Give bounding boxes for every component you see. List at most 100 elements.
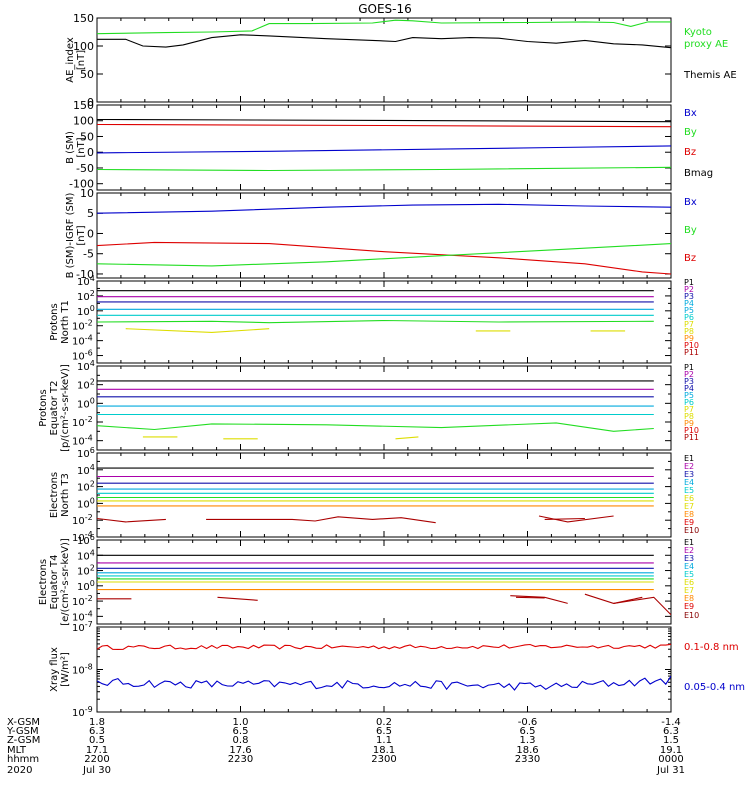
legend-e2: E2 [684,462,694,471]
legend-p6: P6 [684,313,694,322]
y-tick-label: 104 [77,548,95,562]
y-axis-label-line: [W/m²] [60,652,71,687]
legend-bx: Bx [684,197,697,208]
y-tick-label: 10-8 [72,663,93,677]
y-tick-label: 10-4 [72,334,93,348]
series-group [97,643,671,691]
ephemeris-value: -0.6 [518,717,538,728]
legend-e7: E7 [684,502,694,511]
y-tick-label: 10-2 [72,415,93,429]
series-bz [97,241,671,275]
ephemeris-value: 1.8 [89,717,105,728]
y-axis-label-line: Electrons [38,559,49,605]
series-e9b [206,516,436,524]
ephemeris-table: X-GSMY-GSMZ-GSMMLThhmm20201.86.30.517.12… [6,717,685,776]
legend-p6: P6 [684,398,694,407]
y-axis-label: ProtonsNorth T1 [49,300,71,344]
legend-e8: E8 [684,594,694,603]
series-bz [97,123,671,128]
y-tick-label: 100 [77,579,95,593]
y-tick-label: 10-2 [72,319,93,333]
series-e9f [613,596,643,604]
series-p6 [97,319,654,324]
ephemeris-value: Jul 31 [656,765,685,776]
series-by [97,166,671,172]
y-tick-label: -100 [69,178,94,191]
ephemeris-value: 1.0 [233,717,249,728]
y-axis-label-line: B (SM) [65,131,76,164]
ephemeris-value: 0000 [658,754,683,765]
series-group [97,203,671,275]
ephemeris-value: 6.3 [663,726,679,737]
y-tick-label: 0 [87,227,94,240]
y-axis-label: ElectronsNorth T3 [49,472,71,518]
ephemeris-value: 0.5 [89,735,105,746]
ephemeris-value: 1.1 [376,735,392,746]
y-axis-label: ElectronsEquator T4[e/(cm²-s-sr-keV)] [38,538,71,626]
series-e9c [510,595,568,604]
panel-frame [96,626,672,713]
legend-p7: P7 [684,405,694,414]
legend-p4: P4 [684,384,694,393]
legend-kyoto: Kyoto [684,27,712,38]
legend-p10: P10 [684,426,699,435]
y-axis-label: ProtonsEquator T2[p/(cm²-s-sr-keV)] [38,364,71,452]
legend-bz: Bz [684,253,696,264]
series-kyoto-proxy-ae [97,19,671,35]
legend-e1: E1 [684,454,694,463]
series-bx [97,203,671,214]
series-0-1-0-8-nm [97,643,671,650]
legend-e4: E4 [684,478,694,487]
series-group [97,290,654,333]
panel-frame [96,452,672,538]
y-tick-label: 102 [77,289,95,303]
y-axis-label-line: Electrons [49,472,60,518]
y-tick-label: -5 [83,248,94,261]
series-group [97,380,654,440]
ephemeris-value: 6.5 [376,726,392,737]
y-tick-label: 102 [77,378,95,392]
y-tick-label: 100 [73,115,94,128]
series-group [97,118,671,172]
legend-e5: E5 [684,486,694,495]
ephemeris-value: 1.5 [663,735,679,746]
y-tick-label: -50 [76,162,94,175]
ephemeris-value: 17.6 [229,745,251,756]
y-tick-label: 104 [77,274,95,288]
series-bx [97,145,671,154]
legend-p11: P11 [684,348,699,357]
y-tick-label: 0 [87,96,94,109]
y-tick-label: 106 [77,446,95,460]
y-tick-label: 100 [77,396,95,410]
series-bmag [97,118,671,123]
legend-e6: E6 [684,578,694,587]
y-tick-label: 100 [73,40,94,53]
legend-e10: E10 [684,526,699,535]
panel-frame [96,17,672,103]
legend-p10: P10 [684,341,699,350]
y-tick-label: 104 [77,463,95,477]
legend-p9: P9 [684,334,694,343]
legend-e7: E7 [684,586,694,595]
series-e9a [97,517,166,523]
legend-e9: E9 [684,518,694,527]
panel-5: 10-4 10-2 100 102 104 ProtonsEquator T2[p/(cm… [38,359,699,452]
legend-e9: E9 [684,602,694,611]
ephemeris-value: Jul 30 [82,765,111,776]
y-tick-label: 10-4 [72,434,93,448]
legend-p1: P1 [684,278,694,287]
y-axis-label-line: [nT] [76,50,87,70]
y-axis-label-line: [nT] [76,137,87,157]
y-axis-label: Xray flux[W/m²] [49,647,71,692]
series-group [97,467,654,524]
y-tick-label: 5 [87,207,94,220]
series-group [97,19,671,49]
y-tick-label: 150 [73,99,94,112]
series-e9e [584,593,671,616]
